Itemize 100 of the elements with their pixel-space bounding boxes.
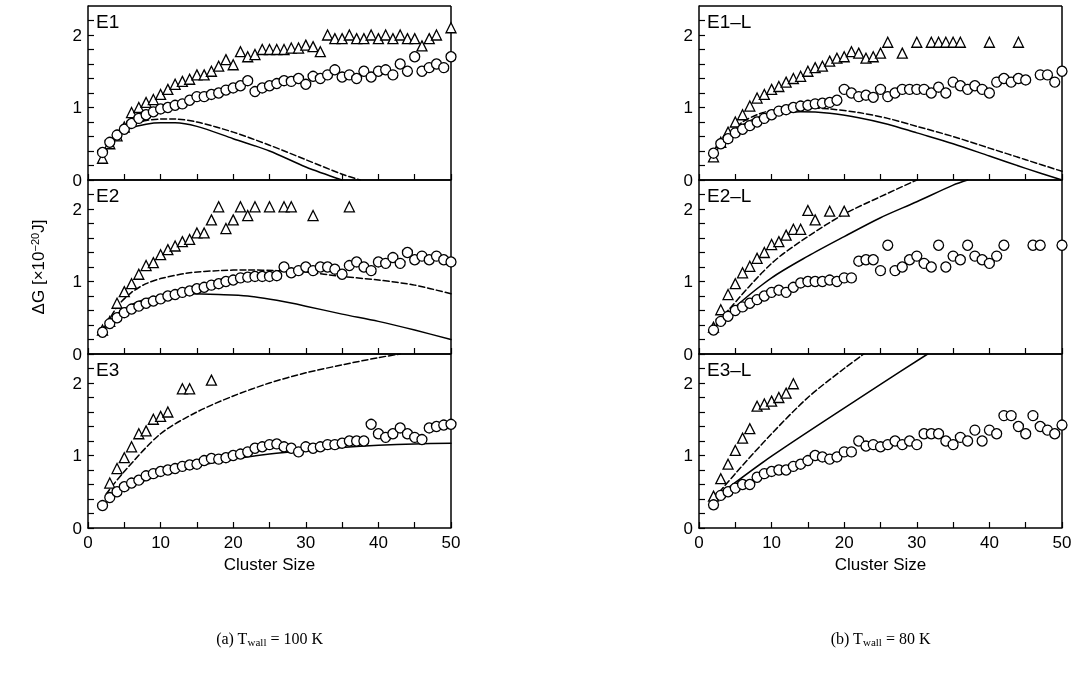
point xyxy=(285,42,297,54)
point xyxy=(358,435,370,447)
point xyxy=(940,87,952,99)
point xyxy=(1012,36,1025,48)
point xyxy=(147,257,159,269)
point xyxy=(372,32,385,45)
point xyxy=(947,438,959,451)
x-tick-label: 50 xyxy=(441,533,461,552)
point xyxy=(940,261,952,273)
point xyxy=(176,235,189,248)
point xyxy=(140,96,152,109)
point xyxy=(365,29,377,41)
point xyxy=(744,478,756,491)
x-axis-title: Cluster Size xyxy=(223,554,316,574)
point xyxy=(104,477,116,489)
point xyxy=(707,324,720,336)
point xyxy=(787,72,800,85)
point xyxy=(162,83,174,96)
y-tick-label: 1 xyxy=(683,98,693,117)
y-tick-label: 1 xyxy=(683,446,693,465)
x-tick-label: 20 xyxy=(834,533,854,552)
point xyxy=(169,240,181,252)
point xyxy=(773,235,785,248)
point xyxy=(104,491,116,504)
point xyxy=(751,252,763,264)
point xyxy=(1041,69,1054,81)
point xyxy=(765,395,778,407)
point xyxy=(350,256,363,268)
x-axis-title: Cluster Size xyxy=(834,554,927,574)
point xyxy=(169,78,181,90)
point xyxy=(860,52,872,64)
point xyxy=(744,100,756,112)
point xyxy=(445,256,457,268)
point xyxy=(758,246,770,259)
point xyxy=(263,201,276,213)
point xyxy=(242,75,254,87)
point xyxy=(794,223,807,235)
point xyxy=(307,40,319,53)
point xyxy=(729,116,741,128)
point xyxy=(343,201,356,213)
point xyxy=(394,422,406,434)
point xyxy=(1049,76,1061,88)
point xyxy=(394,29,406,41)
point xyxy=(205,214,218,226)
point xyxy=(118,286,130,298)
point xyxy=(350,72,363,85)
point xyxy=(220,54,232,66)
point xyxy=(1034,239,1046,251)
point xyxy=(445,51,457,63)
point xyxy=(736,432,749,444)
point xyxy=(242,209,254,222)
point xyxy=(802,454,814,467)
point xyxy=(983,257,996,270)
point xyxy=(896,47,908,59)
point xyxy=(227,59,239,71)
x-tick-label: 50 xyxy=(1052,533,1072,552)
point xyxy=(162,243,174,256)
chart-title: E2–L xyxy=(707,185,752,206)
point xyxy=(722,288,734,301)
point xyxy=(213,60,225,72)
point xyxy=(154,249,167,261)
point xyxy=(125,441,138,453)
point xyxy=(416,40,428,52)
y-tick-label: 0 xyxy=(72,518,82,538)
point xyxy=(998,239,1010,251)
point xyxy=(787,378,800,390)
point xyxy=(387,428,399,440)
chart-title: E2 xyxy=(96,185,120,206)
point xyxy=(125,278,138,290)
point xyxy=(765,238,778,251)
point xyxy=(925,87,937,99)
point xyxy=(773,391,785,404)
point xyxy=(809,214,821,226)
point xyxy=(1020,428,1032,440)
point xyxy=(824,55,836,67)
point xyxy=(932,239,945,251)
point xyxy=(983,36,996,48)
point xyxy=(729,278,741,290)
y-axis-title: ΔG [×10−20J] xyxy=(28,219,48,315)
point xyxy=(707,147,720,159)
point xyxy=(387,69,399,81)
y-tick-label: 1 xyxy=(683,272,693,291)
point xyxy=(773,80,785,93)
point xyxy=(292,446,305,458)
point xyxy=(401,246,414,259)
point xyxy=(736,109,749,121)
point xyxy=(744,423,756,435)
point xyxy=(976,435,988,447)
point xyxy=(911,438,923,451)
point xyxy=(802,204,814,217)
chart-title: E1 xyxy=(96,11,120,32)
point xyxy=(205,65,218,77)
point xyxy=(271,270,283,282)
y-tick-label: 0 xyxy=(72,170,82,190)
y-tick-label: 2 xyxy=(683,25,693,45)
x-tick-label: 10 xyxy=(151,533,171,552)
point xyxy=(387,32,399,45)
x-tick-label: 30 xyxy=(907,533,927,552)
point xyxy=(758,398,770,410)
point xyxy=(1020,74,1032,86)
